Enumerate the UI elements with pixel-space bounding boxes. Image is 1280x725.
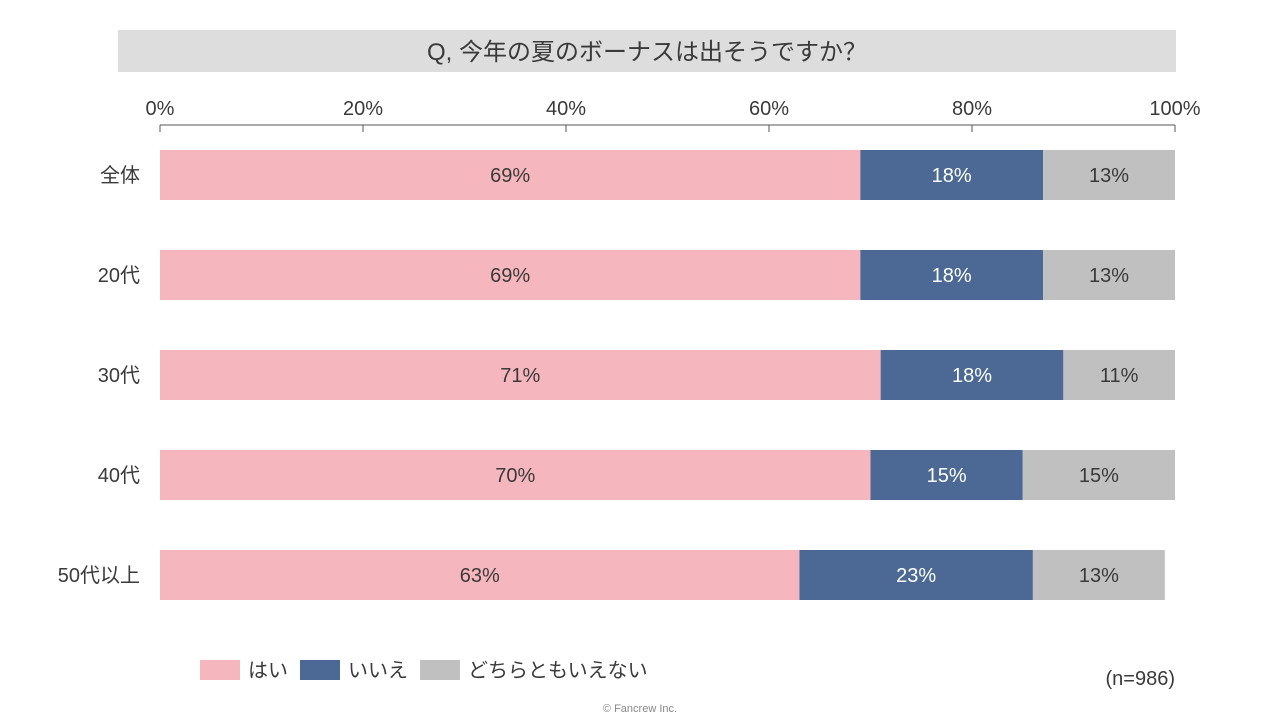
bar-value-label: 15% [1079,465,1119,487]
bar-value-label: 23% [896,565,936,587]
bar-value-label: 11% [1100,365,1139,387]
bar-value-label: 13% [1089,165,1129,187]
survey-chart: Q, 今年の夏のボーナスは出そうですか？ 0% 20% 40% 60% 80% 100% 全体… [0,0,1280,720]
category-label: 30代 [98,364,140,387]
legend-label: いいえ [348,660,408,682]
sample-size-note: (n=986) [1106,668,1176,690]
chart-title: Q, 今年の夏のボーナスは出そうですか？ [427,39,867,66]
bar-value-label: 18% [932,265,972,287]
bar-value-label: 69% [490,165,530,187]
x-tick-label: 80% [952,98,992,120]
category-label: 50代以上 [58,564,140,587]
category-label: 40代 [98,464,140,487]
bar-value-label: 13% [1079,565,1119,587]
bar-value-label: 70% [495,465,535,487]
bar-value-label: 63% [460,565,500,587]
legend-swatch [420,660,460,680]
x-tick-label: 100% [1149,98,1200,120]
bar-value-label: 71% [500,365,540,387]
bar-value-label: 69% [490,265,530,287]
x-tick-label: 40% [546,98,586,120]
legend-label: どちらともいえない [468,659,648,682]
category-label: 20代 [98,264,140,287]
legend-label: はい [248,660,288,682]
x-tick-label: 20% [343,98,383,120]
legend-swatch [200,660,240,680]
bar-value-label: 18% [932,165,972,187]
copyright-notice: © Fancrew Inc. [603,703,677,715]
x-tick-label: 60% [749,98,789,120]
bar-value-label: 18% [952,365,992,387]
bar-value-label: 15% [927,465,967,487]
bar-value-label: 13% [1089,265,1129,287]
category-label: 全体 [100,164,140,187]
x-tick-label: 0% [146,98,175,120]
legend-swatch [300,660,340,680]
